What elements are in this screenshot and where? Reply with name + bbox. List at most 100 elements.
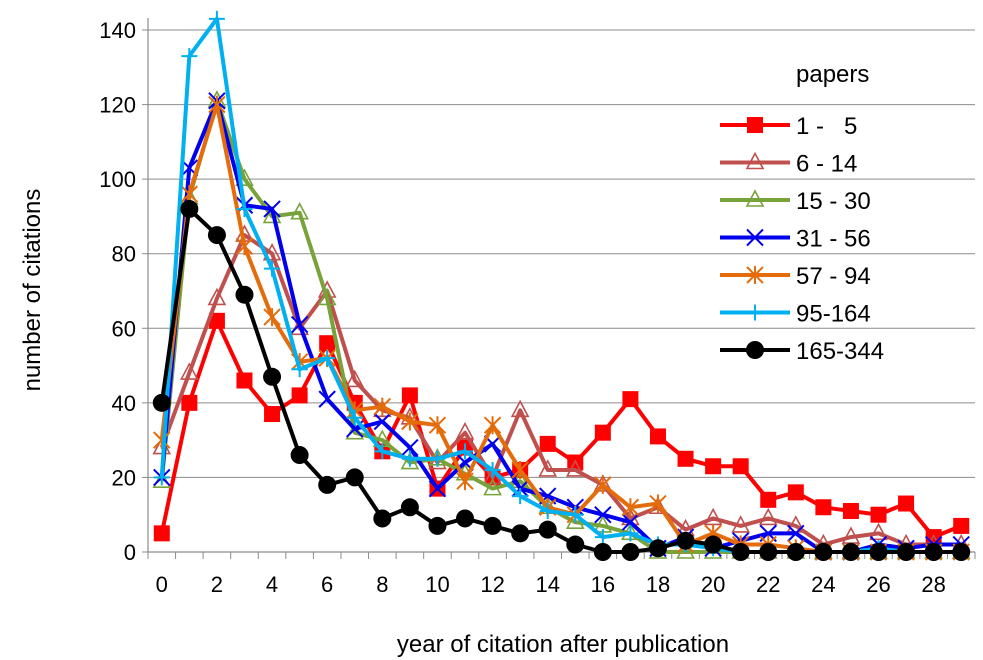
data-point <box>594 475 612 494</box>
y-tick-label: 0 <box>124 540 136 565</box>
data-point <box>455 421 475 440</box>
legend-item: 57 - 94 <box>720 263 871 290</box>
data-point <box>538 520 557 539</box>
legend-marker <box>747 304 763 321</box>
data-point <box>153 431 171 450</box>
data-point <box>705 458 722 475</box>
y-tick-label: 60 <box>112 316 136 341</box>
legend-item: 31 - 56 <box>720 226 871 253</box>
data-point <box>401 438 419 457</box>
data-point <box>539 435 556 452</box>
data-point <box>759 543 778 561</box>
data-point <box>565 459 585 477</box>
legend-marker <box>745 151 765 170</box>
data-point <box>345 468 364 487</box>
data-point <box>704 535 723 554</box>
x-tick-label: 4 <box>266 572 278 597</box>
data-point <box>181 394 198 411</box>
x-axis-ticks: 0 2 4 6 8 10 12 14 16 18 20 22 24 26 28 <box>156 572 946 597</box>
legend-marker <box>745 189 765 207</box>
data-point <box>401 412 419 431</box>
data-point <box>760 491 777 508</box>
legend-marker <box>747 117 763 133</box>
data-point <box>814 543 833 561</box>
data-point <box>924 543 943 561</box>
data-point <box>869 543 888 561</box>
data-point <box>566 535 585 554</box>
data-point <box>428 416 447 435</box>
legend-label: 57 - 94 <box>796 263 871 290</box>
legend-title: papers <box>796 61 869 88</box>
y-tick-label: 80 <box>112 242 136 267</box>
x-tick-label: 18 <box>646 572 670 597</box>
data-point <box>373 397 392 416</box>
data-point <box>373 509 392 528</box>
data-point <box>208 10 225 27</box>
data-point <box>594 424 611 441</box>
legend-item: 6 - 14 <box>720 151 857 178</box>
data-point <box>676 531 695 550</box>
data-point <box>263 308 281 327</box>
data-point <box>953 517 970 534</box>
y-tick-label: 140 <box>99 18 136 43</box>
data-point <box>207 226 226 245</box>
data-point <box>290 446 309 465</box>
series-group <box>152 10 971 561</box>
data-point <box>264 260 281 277</box>
data-point <box>649 428 666 445</box>
data-point <box>346 409 363 426</box>
data-point <box>208 95 226 114</box>
x-tick-label: 26 <box>866 572 890 597</box>
data-point <box>345 421 365 440</box>
x-tick-label: 8 <box>376 572 388 597</box>
data-point <box>676 541 695 559</box>
data-point <box>621 543 640 561</box>
series-1 <box>153 312 970 546</box>
data-point <box>512 488 529 505</box>
x-tick-label: 10 <box>425 572 449 597</box>
data-point <box>538 459 558 477</box>
x-tick-label: 22 <box>756 572 780 597</box>
data-point <box>152 470 172 488</box>
data-point <box>567 506 584 523</box>
data-point <box>622 525 639 542</box>
data-point <box>345 369 365 388</box>
data-point <box>565 511 585 529</box>
data-point <box>787 484 804 501</box>
data-point <box>236 372 253 389</box>
legend-label: 95-164 <box>796 301 871 328</box>
data-point <box>401 450 418 467</box>
data-point <box>842 502 859 519</box>
data-point <box>511 524 530 543</box>
data-point <box>428 516 447 535</box>
data-point <box>648 539 667 558</box>
data-point <box>870 506 887 523</box>
data-point <box>262 243 282 261</box>
data-point <box>786 543 805 561</box>
y-tick-label: 40 <box>112 391 136 416</box>
legend-label: 165-344 <box>796 338 884 365</box>
legend-item: 95-164 <box>720 301 871 328</box>
data-point <box>731 515 751 533</box>
data-point <box>731 543 750 561</box>
data-point <box>649 494 667 513</box>
data-point <box>318 390 336 408</box>
data-point <box>621 498 640 517</box>
y-tick-label: 100 <box>99 167 136 192</box>
data-point <box>290 317 309 336</box>
legend-item: 165-344 <box>720 338 884 365</box>
series-7 <box>152 199 971 561</box>
legend-label: 6 - 14 <box>796 151 857 178</box>
data-point <box>400 498 419 517</box>
data-point <box>732 458 749 475</box>
data-point <box>593 543 612 561</box>
data-point <box>263 367 282 386</box>
data-point <box>180 199 199 218</box>
data-point <box>374 443 391 460</box>
data-point <box>677 450 694 467</box>
data-point <box>290 201 309 220</box>
data-point <box>787 524 805 543</box>
legend-label: 31 - 56 <box>796 226 871 253</box>
data-point <box>153 469 170 486</box>
data-point <box>484 461 501 478</box>
